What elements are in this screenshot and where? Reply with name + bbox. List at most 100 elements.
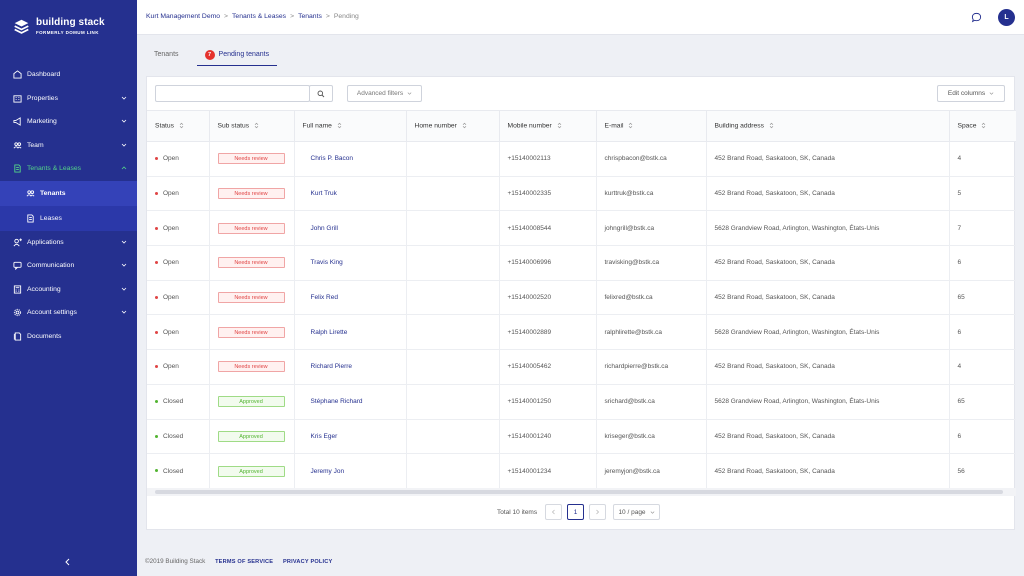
full-name-link[interactable]: John Grill — [294, 210, 407, 247]
column-header[interactable]: Home number — [406, 110, 500, 142]
breadcrumb-separator: > — [325, 13, 330, 20]
column-header[interactable]: Space — [949, 110, 1016, 142]
sidebar-subitem-tenants[interactable]: Tenants — [0, 180, 137, 206]
search-input[interactable] — [155, 85, 310, 102]
column-header[interactable]: Building address — [706, 110, 950, 142]
message-icon — [13, 262, 22, 271]
user-add-icon — [13, 238, 22, 247]
table-row[interactable]: Open Needs review Ralph Lirette +1514000288… — [147, 314, 1016, 351]
space-cell: 6 — [949, 314, 1016, 351]
home-number-cell — [406, 280, 500, 316]
full-name-link[interactable]: Travis King — [294, 245, 407, 281]
edit-columns-dropdown[interactable]: Edit columns — [937, 85, 1005, 102]
home-number-cell — [406, 349, 500, 385]
column-header-label: Full name — [302, 122, 332, 130]
space-cell: 4 — [949, 141, 1016, 177]
full-name-link[interactable]: Kris Eger — [294, 419, 407, 455]
prev-page-button[interactable] — [545, 504, 562, 520]
table-row[interactable]: Open Needs review Felix Red +15140002520 fel… — [147, 280, 1016, 316]
sidebar-item-dashboard[interactable]: Dashboard — [0, 63, 137, 87]
tab-tenants[interactable]: Tenants — [146, 46, 187, 66]
terms-link[interactable]: TERMS OF SERVICE — [215, 559, 274, 565]
next-page-button[interactable] — [589, 504, 606, 520]
space-cell: 6 — [949, 419, 1016, 455]
sidebar-subitem-leases[interactable]: Leases — [0, 206, 137, 231]
search-button[interactable] — [309, 85, 333, 102]
tab-pending-tenants[interactable]: 7 Pending tenants — [196, 46, 278, 66]
sort-icon[interactable] — [557, 122, 562, 129]
sidebar-subitem-label: Leases — [40, 214, 62, 222]
table-row[interactable]: Closed Approved Kris Eger +15140001240 krise… — [147, 419, 1016, 455]
mobile-number-cell: +15140001234 — [499, 453, 597, 489]
email-cell: srichard@bstk.ca — [596, 384, 707, 420]
privacy-link[interactable]: PRIVACY POLICY — [282, 559, 333, 565]
sidebar-item-label: Accounting — [27, 285, 61, 293]
breadcrumb-link[interactable]: Tenants & Leases — [232, 13, 287, 20]
sort-icon[interactable] — [254, 122, 259, 129]
sidebar-item-team[interactable]: Team — [0, 134, 137, 158]
sidebar-item-documents[interactable]: Documents — [0, 325, 137, 349]
sort-icon[interactable] — [769, 122, 774, 129]
column-header[interactable]: Status — [147, 110, 210, 142]
sort-icon[interactable] — [337, 122, 342, 129]
sidebar-item-label: Properties — [27, 94, 58, 102]
status-dot — [155, 226, 158, 230]
breadcrumb-link[interactable]: Kurt Management Demo — [146, 13, 221, 20]
full-name-link[interactable]: Richard Pierre — [294, 349, 407, 385]
scrollbar-thumb[interactable] — [155, 490, 1003, 494]
sort-icon[interactable] — [981, 122, 986, 129]
count-badge: 7 — [204, 50, 215, 60]
page-button[interactable]: 1 — [567, 504, 584, 520]
column-header[interactable]: Full name — [294, 110, 407, 142]
full-name-link[interactable]: Kurt Truk — [294, 176, 407, 212]
column-header[interactable]: Sub status — [209, 110, 295, 142]
sidebar-item-tenants-leases[interactable]: Tenants & Leases — [0, 157, 137, 181]
table-row[interactable]: Open Needs review Travis King +15140006996 t… — [147, 245, 1016, 281]
tab-label: Pending tenants — [218, 51, 270, 58]
table-row[interactable]: Open Needs review Richard Pierre +151400054… — [147, 349, 1016, 385]
full-name-link[interactable]: Chris P. Bacon — [294, 141, 407, 177]
status-text: Open — [163, 363, 179, 371]
full-name-link[interactable]: Felix Red — [294, 280, 407, 316]
sub-status-cell: Needs review — [209, 349, 295, 385]
sidebar-item-account-settings[interactable]: Account settings — [0, 301, 137, 325]
sidebar-item-properties[interactable]: Properties — [0, 87, 137, 111]
status-cell: Closed — [147, 384, 210, 420]
sub-status-tag: Needs review — [217, 188, 285, 200]
full-name-link[interactable]: Stéphane Richard — [294, 384, 407, 420]
sub-status-tag: Needs review — [217, 326, 285, 338]
sidebar-item-label: Applications — [27, 238, 64, 246]
table-row[interactable]: Closed Approved Stéphane Richard +151400012… — [147, 384, 1016, 420]
brand-logo[interactable]: building stack FORMERLY DOMUM LINK — [13, 17, 105, 35]
full-name-link[interactable]: Jeremy Jon — [294, 453, 407, 489]
page-size-select[interactable]: 10 / page — [613, 504, 660, 520]
sidebar-item-marketing[interactable]: Marketing — [0, 110, 137, 134]
column-header[interactable]: E-mail — [596, 110, 707, 142]
sort-icon[interactable] — [628, 122, 633, 129]
mobile-number-cell: +15140002520 — [499, 280, 597, 316]
sort-icon[interactable] — [462, 122, 467, 129]
collapse-sidebar-icon[interactable] — [64, 558, 72, 566]
chat-icon[interactable] — [971, 12, 982, 23]
advanced-filters-dropdown[interactable]: Advanced filters — [347, 85, 422, 102]
full-name-link[interactable]: Ralph Lirette — [294, 314, 407, 351]
chevron-down-icon — [989, 92, 994, 95]
table-row[interactable]: Open Needs review Chris P. Bacon +151400021… — [147, 141, 1016, 177]
sidebar: building stack FORMERLY DOMUM LINK Dashb… — [0, 0, 137, 576]
table-row[interactable]: Closed Approved Jeremy Jon +15140001234 jere… — [147, 453, 1016, 489]
sidebar-item-accounting[interactable]: Accounting — [0, 278, 137, 302]
dashboard-icon — [13, 70, 22, 79]
status-dot — [155, 330, 158, 334]
breadcrumb-link[interactable]: Tenants — [298, 13, 322, 20]
table-row[interactable]: Open Needs review Kurt Truk +15140002335 kur… — [147, 176, 1016, 212]
horizontal-scrollbar[interactable] — [147, 488, 1016, 496]
sidebar-item-applications[interactable]: Applications — [0, 231, 137, 255]
column-header[interactable]: Mobile number — [499, 110, 597, 142]
space-cell: 4 — [949, 349, 1016, 385]
user-avatar[interactable]: L — [998, 9, 1015, 26]
column-header-label: E-mail — [604, 122, 624, 130]
page-size-label: 10 / page — [618, 508, 646, 516]
sidebar-item-communication[interactable]: Communication — [0, 254, 137, 278]
table-row[interactable]: Open Needs review John Grill +15140008544 jo… — [147, 210, 1016, 247]
sort-icon[interactable] — [179, 122, 184, 129]
